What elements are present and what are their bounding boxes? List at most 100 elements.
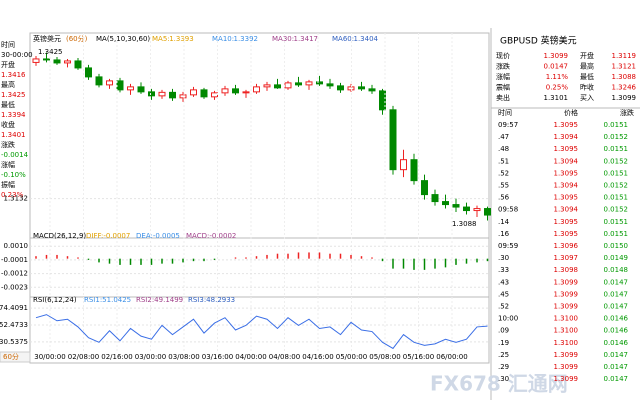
rsi2: RSI2:49.1499 bbox=[136, 296, 183, 304]
trade-time: .16 bbox=[498, 230, 510, 238]
candle-body bbox=[253, 86, 260, 93]
y-tick-label: -0.0012 bbox=[1, 270, 28, 278]
candle-body bbox=[452, 204, 460, 208]
quote-title-bar bbox=[492, 33, 640, 47]
instrument: 英镑美元 bbox=[33, 34, 61, 43]
macd-value: MACD:-0.0002 bbox=[186, 232, 236, 240]
candle-body bbox=[274, 84, 281, 89]
candle-body bbox=[284, 82, 292, 89]
candle-body bbox=[389, 109, 397, 171]
candle-body bbox=[358, 86, 365, 90]
info-label: 时间 bbox=[1, 40, 15, 49]
candle-body bbox=[463, 206, 470, 212]
trade-change: 0.0152 bbox=[604, 157, 629, 165]
candle-body bbox=[484, 208, 491, 216]
candle-body bbox=[32, 58, 40, 63]
watermark: FX678 汇通网 bbox=[430, 372, 568, 396]
y-tick-label: -0.0023 bbox=[1, 283, 28, 291]
trade-price: 1.3094 bbox=[554, 182, 579, 190]
x-tick-label: 04/16:00 bbox=[302, 353, 333, 361]
y-tick-label: 74.4091 bbox=[0, 304, 28, 312]
x-tick-label: 06/00:00 bbox=[436, 353, 467, 361]
high-label: 1.3425 bbox=[38, 48, 63, 56]
trade-change: 0.0146 bbox=[604, 339, 629, 347]
macd-dea: DEA:-0.0005 bbox=[136, 232, 180, 240]
low-label: 1.3088 bbox=[452, 220, 477, 228]
trade-change: 0.0147 bbox=[604, 290, 629, 298]
quote-value: 1.3101 bbox=[544, 94, 569, 102]
macd-diff: DIFF:-0.0007 bbox=[86, 232, 130, 240]
trade-price: 1.3098 bbox=[554, 266, 579, 274]
trade-change: 0.0147 bbox=[604, 351, 629, 359]
trade-price: 1.3095 bbox=[554, 121, 579, 129]
trade-change: 0.0148 bbox=[604, 266, 629, 274]
candle-body bbox=[85, 67, 92, 78]
candle-body bbox=[53, 59, 61, 64]
trade-price: 1.3095 bbox=[554, 218, 579, 226]
info-label: 涨跌 bbox=[1, 140, 15, 149]
info-value: 1.3394 bbox=[1, 111, 26, 119]
quote-label: 最低 bbox=[580, 72, 594, 81]
trade-change: 0.0147 bbox=[604, 363, 629, 371]
trade-price: 1.3099 bbox=[554, 278, 579, 286]
candle-body bbox=[169, 91, 176, 99]
trade-time: .09 bbox=[498, 327, 509, 335]
x-tick-label: 02/08:00 bbox=[68, 353, 99, 361]
trade-change: 0.0151 bbox=[604, 121, 629, 129]
candle-body bbox=[263, 84, 271, 88]
info-value: 1.3425 bbox=[1, 91, 26, 99]
candle-body bbox=[148, 91, 155, 97]
candle-body bbox=[421, 180, 428, 196]
trade-time: .45 bbox=[498, 290, 509, 298]
x-tick-label: 05/00:00 bbox=[336, 353, 367, 361]
trade-price: 1.3099 bbox=[554, 290, 579, 298]
rsi3: RSI3:48.2933 bbox=[188, 296, 235, 304]
y-tick-label: -0.0001 bbox=[1, 256, 28, 264]
trade-change: 0.0151 bbox=[604, 218, 629, 226]
quote-value: 1.3246 bbox=[612, 84, 637, 92]
trade-price: 1.3096 bbox=[554, 242, 579, 250]
candle-body bbox=[211, 92, 218, 98]
trade-time: 09:58 bbox=[498, 206, 518, 214]
candle-body bbox=[431, 194, 439, 203]
info-value: 1.3401 bbox=[1, 131, 26, 139]
quote-label: 买入 bbox=[580, 94, 594, 102]
trade-time: .30 bbox=[498, 254, 509, 262]
y-tick-label: 52.4733 bbox=[0, 321, 28, 329]
trade-price: 1.3100 bbox=[554, 339, 579, 347]
trade-time: .56 bbox=[498, 194, 510, 202]
candle-body bbox=[379, 90, 386, 111]
trade-price: 1.3094 bbox=[554, 157, 579, 165]
x-tick-label: 03/00:00 bbox=[135, 353, 166, 361]
trade-price: 1.3099 bbox=[554, 375, 579, 383]
quote-label: 现价 bbox=[496, 52, 510, 60]
quote-value: 1.3088 bbox=[612, 73, 637, 81]
trade-change: 0.0147 bbox=[604, 278, 629, 286]
quote-label: 涨幅 bbox=[496, 72, 510, 81]
trade-price: 1.3095 bbox=[554, 230, 579, 238]
trade-time: .47 bbox=[498, 133, 509, 141]
trade-price: 1.3100 bbox=[554, 327, 579, 335]
trade-price: 1.3095 bbox=[554, 194, 579, 202]
trade-time: .52 bbox=[498, 303, 509, 311]
info-label: 振幅 bbox=[1, 180, 15, 189]
chart-frame bbox=[29, 32, 490, 364]
period-button-label[interactable]: 60分 bbox=[3, 352, 19, 361]
candle-body bbox=[106, 80, 113, 86]
quote-value: 1.3119 bbox=[612, 52, 637, 60]
period-button[interactable] bbox=[0, 351, 31, 363]
info-value: 0.23% bbox=[1, 191, 24, 199]
ma-value: 1.3392 bbox=[234, 35, 259, 43]
info-value: 30-00:00 bbox=[1, 51, 33, 59]
macd-title: MACD(26,12,9) bbox=[33, 232, 86, 240]
quote-value: 1.3099 bbox=[612, 94, 637, 102]
candle-body bbox=[326, 83, 334, 87]
candle-body bbox=[95, 76, 103, 86]
info-label: 涨幅 bbox=[1, 160, 15, 169]
candle-body bbox=[221, 88, 229, 94]
x-tick-label: 05/08:00 bbox=[369, 353, 400, 361]
trade-change: 0.0151 bbox=[604, 194, 629, 202]
candle-body bbox=[242, 91, 250, 94]
trade-price: 1.3094 bbox=[554, 206, 579, 214]
